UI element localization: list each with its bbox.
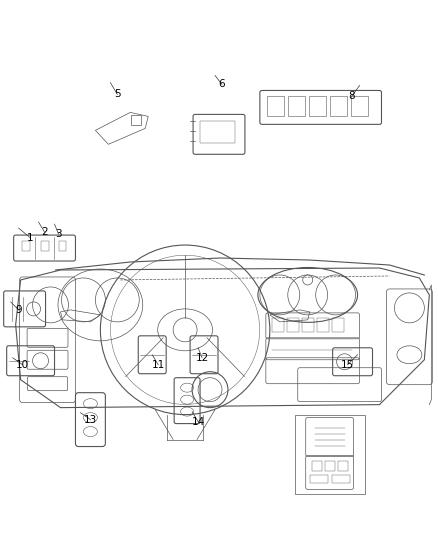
Bar	[338, 462, 348, 472]
Bar	[310, 475, 328, 483]
Text: 11: 11	[152, 360, 165, 370]
Bar	[312, 462, 321, 472]
Bar	[302, 318, 314, 332]
Text: 14: 14	[191, 417, 205, 426]
Text: 5: 5	[114, 90, 120, 100]
Text: 3: 3	[55, 229, 62, 239]
Text: 8: 8	[348, 92, 355, 101]
Bar	[332, 475, 350, 483]
Bar	[288, 96, 305, 116]
Bar	[131, 116, 141, 125]
Bar	[59, 241, 67, 251]
Bar	[330, 96, 346, 116]
Bar	[200, 122, 235, 143]
Bar	[272, 318, 284, 332]
Text: 12: 12	[195, 353, 208, 363]
Bar	[287, 318, 299, 332]
Text: 15: 15	[341, 360, 354, 370]
Bar	[317, 318, 328, 332]
Bar	[267, 96, 284, 116]
PathPatch shape	[16, 268, 429, 408]
Text: 2: 2	[41, 227, 48, 237]
Text: 9: 9	[15, 305, 22, 315]
Bar	[41, 241, 49, 251]
Text: 1: 1	[27, 233, 34, 243]
Bar	[332, 318, 343, 332]
Text: 13: 13	[84, 415, 97, 425]
Bar	[309, 96, 326, 116]
Bar	[350, 96, 367, 116]
Bar	[325, 462, 335, 472]
Bar	[21, 241, 30, 251]
Text: 6: 6	[219, 79, 225, 90]
Text: 10: 10	[16, 360, 29, 370]
